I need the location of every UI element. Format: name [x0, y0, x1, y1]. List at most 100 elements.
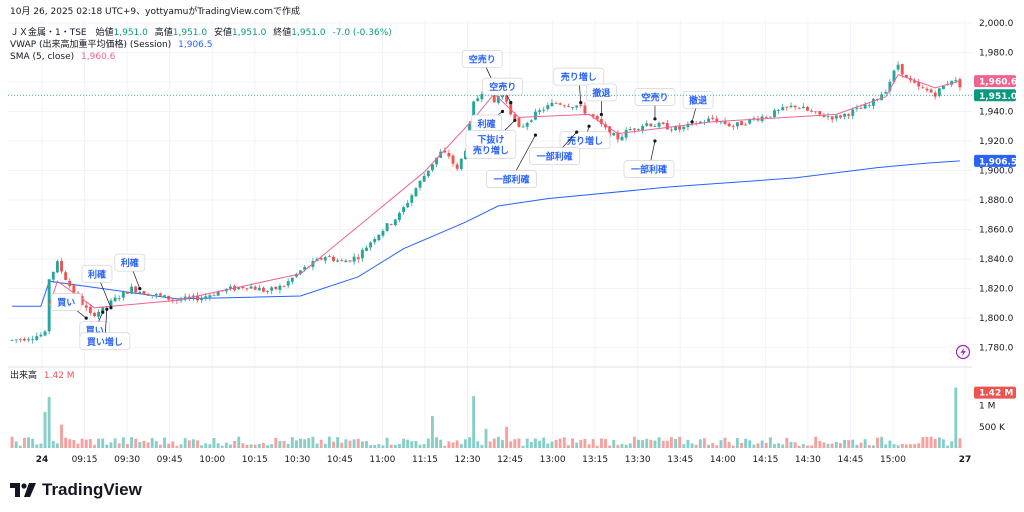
- volume-bar: [896, 445, 900, 448]
- volume-legend[interactable]: 出来高 1.42 M: [10, 369, 75, 381]
- candle: [801, 103, 805, 109]
- last-price-label: 1,951.0: [974, 89, 1017, 102]
- candle-body: [665, 123, 669, 130]
- candle: [369, 241, 373, 251]
- candle: [319, 257, 323, 261]
- candle: [768, 116, 772, 118]
- volume-bar: [608, 445, 612, 448]
- candle-body: [513, 114, 517, 119]
- annotation-dot: [105, 307, 109, 311]
- candle: [196, 292, 199, 303]
- volume-bar: [14, 441, 18, 448]
- annotation-dot: [599, 112, 603, 117]
- candle-body: [566, 106, 570, 107]
- price-axis[interactable]: 2,000.01,980.01,960.01,940.01,920.01,900…: [8, 19, 1017, 433]
- candle-body: [158, 293, 162, 296]
- volume-bar: [245, 444, 249, 448]
- volume-bar: [418, 444, 422, 448]
- tradingview-logo[interactable]: TradingView: [10, 480, 142, 500]
- volume-bar: [929, 436, 933, 448]
- volume-bar: [834, 441, 838, 448]
- lightning-icon[interactable]: [955, 344, 971, 360]
- high-value: 1,951.0: [173, 28, 208, 38]
- time-tick: 09:15: [72, 455, 98, 465]
- candle-body: [888, 81, 892, 91]
- sma-legend[interactable]: SMA (5, close) 1,960.6: [10, 52, 116, 62]
- annotation-dot: [101, 310, 105, 314]
- volume-bar: [562, 437, 566, 448]
- candle: [624, 127, 628, 141]
- volume-bar: [451, 442, 455, 448]
- volume-bar: [84, 439, 88, 448]
- volume-bar: [253, 444, 257, 448]
- volume-bar: [884, 444, 888, 448]
- volume-bar: [10, 436, 14, 448]
- candle: [35, 332, 39, 341]
- annotation-text: 空売り: [641, 91, 668, 103]
- candle: [402, 205, 406, 215]
- candle-body: [369, 242, 373, 248]
- candle-body: [93, 312, 96, 316]
- time-tick: 09:45: [157, 455, 183, 465]
- volume-bar: [274, 437, 278, 448]
- candle-body: [262, 287, 265, 292]
- volume-bar: [933, 438, 937, 448]
- candle: [917, 78, 921, 91]
- candle: [398, 211, 401, 222]
- annotation-text: 売り増し: [567, 135, 603, 147]
- candle-body: [88, 306, 92, 314]
- annotation-label: 買い増し: [79, 307, 131, 351]
- volume-bar: [768, 437, 772, 448]
- volume-bar: [624, 444, 628, 448]
- candle-body: [649, 123, 653, 127]
- candle-body: [14, 339, 18, 341]
- candle: [459, 158, 463, 171]
- time-tick: 10:45: [327, 455, 353, 465]
- candle-body: [418, 180, 422, 188]
- annotation-box: [50, 293, 82, 311]
- volume-bar: [707, 444, 710, 448]
- candle-body: [377, 234, 381, 241]
- candle: [360, 247, 364, 262]
- candle: [455, 162, 459, 171]
- volume-bar: [921, 437, 925, 448]
- volume-bar: [616, 444, 620, 448]
- candle-body: [620, 136, 624, 141]
- candle-body: [859, 108, 863, 110]
- candle: [937, 88, 941, 98]
- candle: [430, 164, 434, 173]
- candle: [566, 103, 570, 108]
- volume-bar: [637, 439, 640, 448]
- candle: [546, 102, 550, 112]
- candle-body: [373, 239, 377, 243]
- candle: [789, 102, 793, 109]
- volume-bar: [847, 440, 851, 448]
- volume-bar: [723, 437, 727, 448]
- candle-body: [150, 294, 154, 296]
- symbol-legend[interactable]: ＪＸ金属・1・TSE 始値1,951.0 高値1,951.0 安値1,951.0…: [10, 26, 392, 38]
- candle-body: [707, 118, 710, 122]
- candle: [290, 277, 294, 285]
- candle: [332, 255, 335, 263]
- candle-body: [101, 306, 105, 313]
- annotation-box: [623, 160, 675, 178]
- time-tick: 14:15: [752, 455, 778, 465]
- volume-bar: [628, 443, 632, 448]
- volume-bar: [72, 439, 76, 448]
- volume-bar: [492, 438, 496, 448]
- volume-bar: [435, 437, 438, 448]
- volume-bar: [542, 437, 546, 448]
- vwap-legend[interactable]: VWAP (出来高加重平均価格) (Session) 1,906.5: [10, 38, 213, 50]
- volume-bar: [670, 437, 673, 448]
- volume-bar: [958, 438, 962, 448]
- vwap-price-label-bg: [974, 154, 1016, 167]
- volume-bar: [513, 439, 517, 448]
- volume-bar: [463, 439, 467, 448]
- candle: [245, 288, 249, 292]
- annotation-box: [482, 77, 524, 96]
- time-tick: 13:15: [582, 455, 608, 465]
- annotation-dot: [587, 124, 591, 128]
- annotation-dot: [579, 101, 583, 105]
- time-axis[interactable]: 24 09:15 09:30 09:45 10:00 10:15 10:30 10:45 11:…: [36, 455, 972, 465]
